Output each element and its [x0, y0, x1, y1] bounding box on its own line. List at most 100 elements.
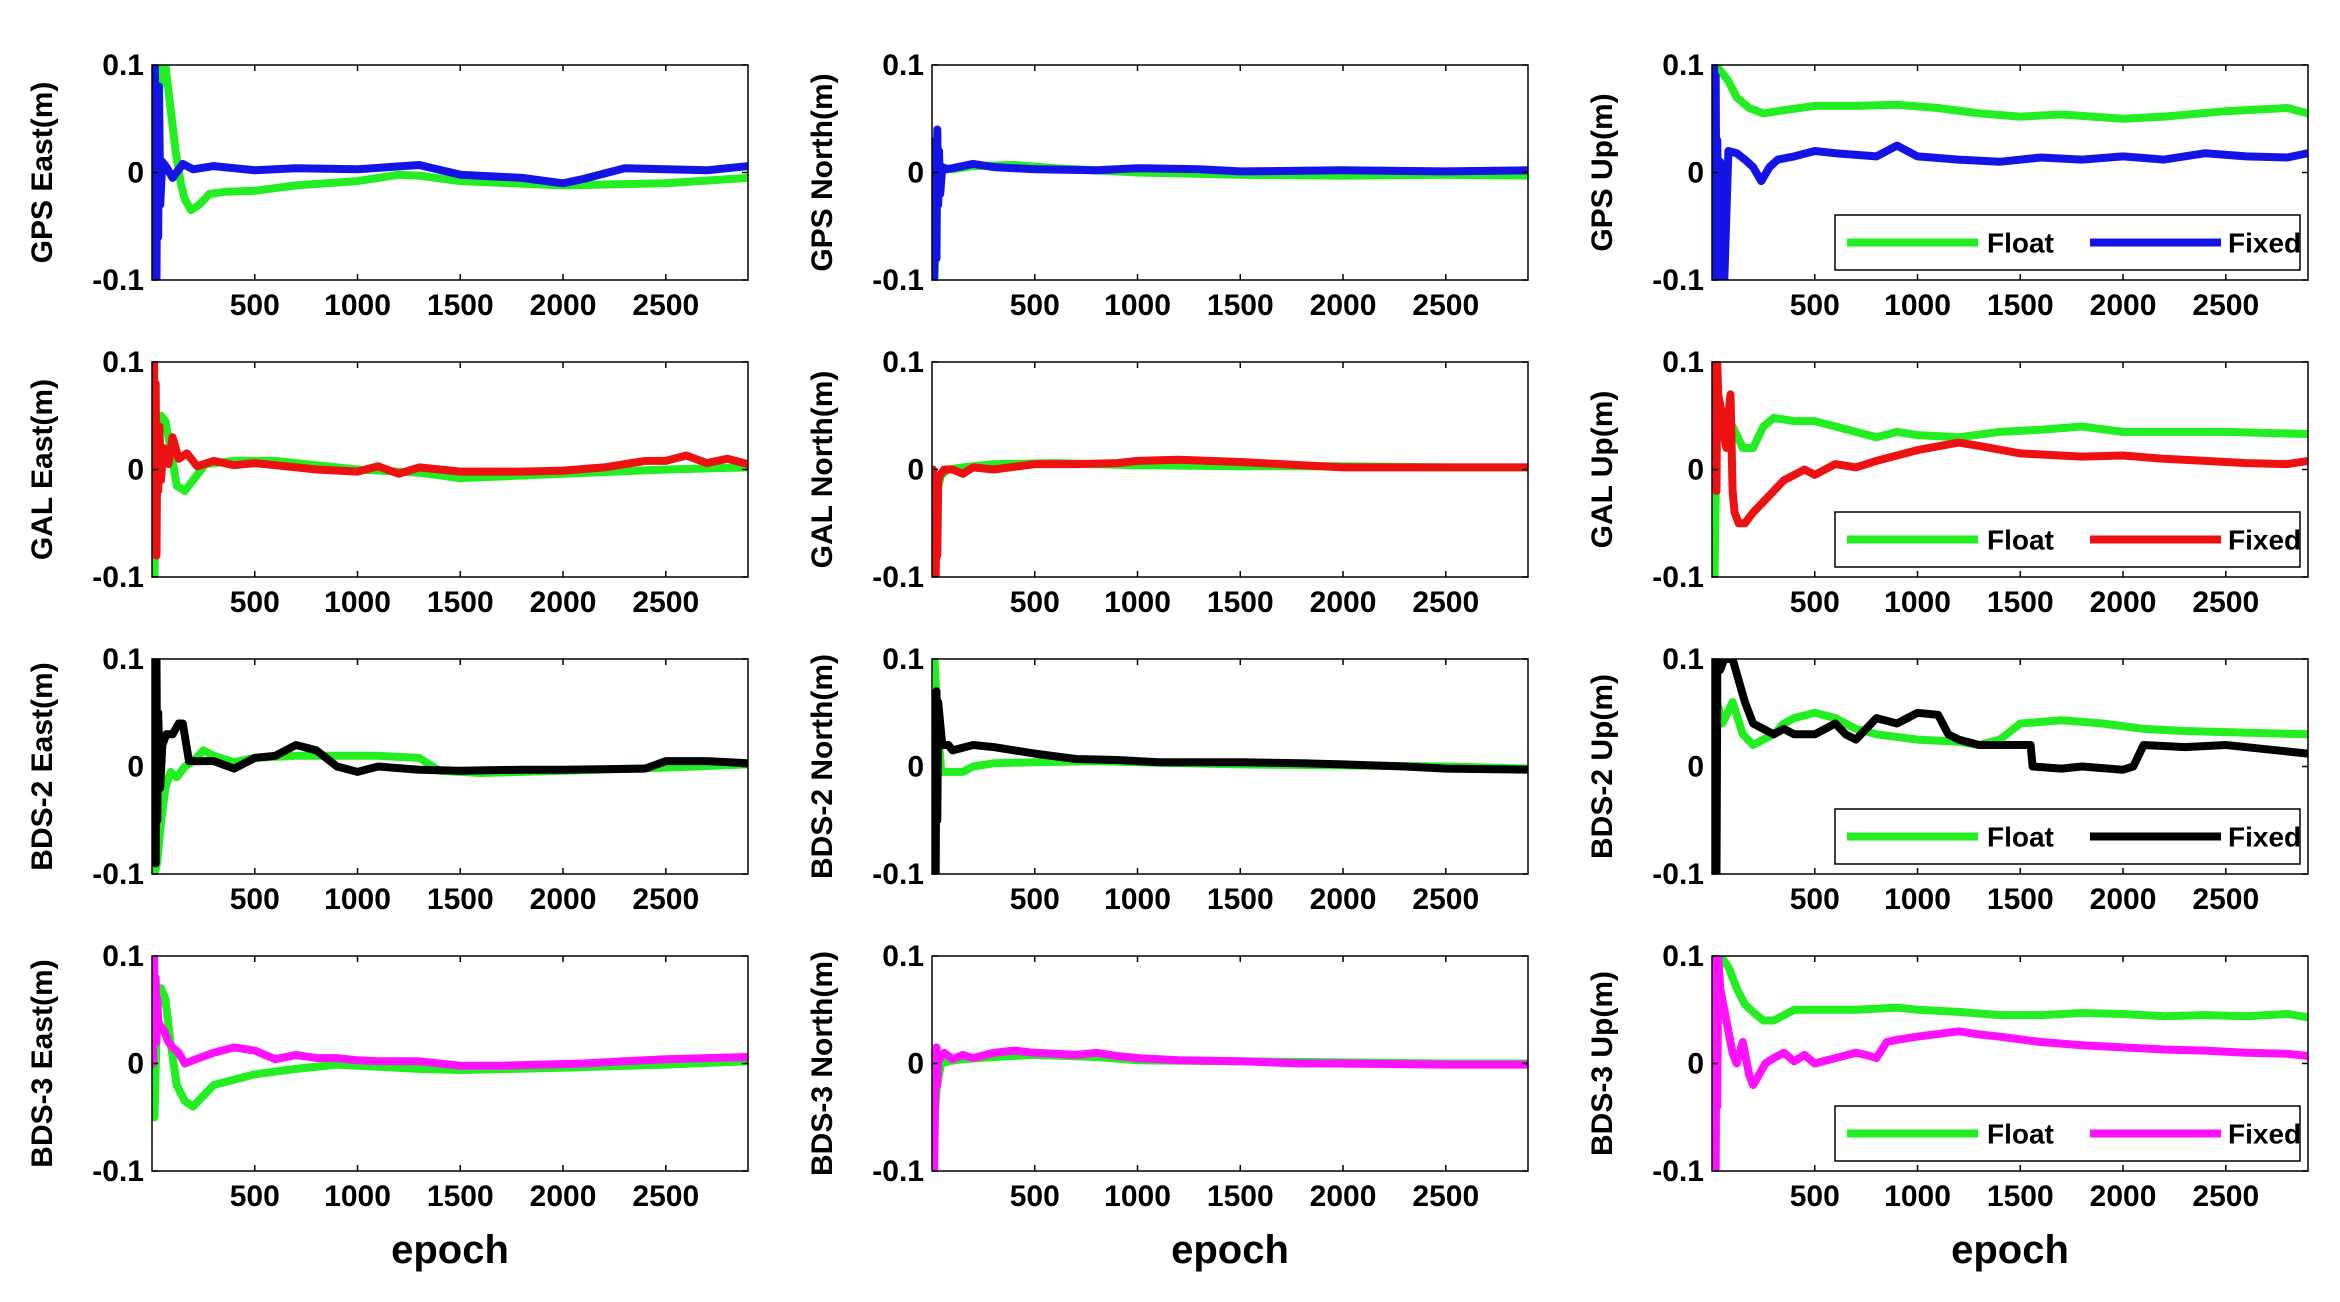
x-tick-label: 2500: [632, 586, 699, 619]
x-tick-label: 2000: [530, 289, 597, 322]
panel-gps-1: 500 1000 1500 2000 2500 -0.1 0 0.1 GPS North(m): [806, 49, 1529, 322]
y-tick-label: 0.1: [1662, 49, 1704, 82]
x-tick-label: 500: [1010, 1180, 1060, 1213]
panel-bds-3-2: 500 1000 1500 2000 2500 -0.1 0 0.1 BDS-3 Up(m) ep…: [1586, 940, 2309, 1272]
x-tick-label: 2000: [530, 586, 597, 619]
fixed-series-line: [152, 65, 748, 280]
x-tick-label: 500: [1790, 883, 1840, 916]
y-axis-label: BDS-3 North(m): [806, 951, 839, 1176]
panel-bds-2-2: 500 1000 1500 2000 2500 -0.1 0 0.1 BDS-2 Up(m) Fl…: [1586, 643, 2309, 916]
x-tick-label: 1500: [1207, 289, 1274, 322]
y-axis-label: GAL North(m): [806, 371, 839, 569]
x-tick-label: 2500: [1412, 586, 1479, 619]
y-tick-label: 0.1: [882, 940, 924, 973]
y-tick-label: 0.1: [102, 346, 144, 379]
x-tick-label: 2000: [1310, 1180, 1377, 1213]
y-tick-label: -0.1: [92, 1155, 144, 1188]
x-tick-label: 2000: [2090, 289, 2157, 322]
x-tick-label: 1500: [427, 586, 494, 619]
y-tick-label: -0.1: [1652, 264, 1704, 297]
legend: Float Fixed: [1834, 1105, 2301, 1162]
x-tick-label: 2500: [632, 289, 699, 322]
x-tick-label: 500: [1010, 289, 1060, 322]
y-tick-label: 0.1: [1662, 940, 1704, 973]
y-tick-label: -0.1: [872, 264, 924, 297]
y-axis-label: BDS-3 Up(m): [1586, 971, 1619, 1156]
y-tick-label: 0: [1687, 751, 1704, 784]
x-tick-label: 2000: [530, 1180, 597, 1213]
y-tick-label: 0.1: [882, 346, 924, 379]
legend-fixed-label: Fixed: [2228, 1119, 2301, 1150]
x-tick-label: 500: [230, 289, 280, 322]
legend-fixed-label: Fixed: [2228, 228, 2301, 259]
x-tick-label: 1000: [324, 883, 391, 916]
fixed-series-line: [152, 362, 748, 560]
x-tick-label: 2500: [2192, 1180, 2259, 1213]
x-tick-label: 1500: [427, 289, 494, 322]
legend-float-label: Float: [1987, 1119, 2054, 1150]
legend: Float Fixed: [1834, 511, 2301, 568]
y-axis-label: GPS Up(m): [1586, 93, 1619, 251]
y-tick-label: 0: [907, 751, 924, 784]
fixed-series-line: [932, 687, 1528, 874]
legend-fixed-label: Fixed: [2228, 525, 2301, 556]
x-tick-label: 1000: [324, 586, 391, 619]
x-tick-label: 2500: [2192, 586, 2259, 619]
y-tick-label: -0.1: [92, 264, 144, 297]
y-axis-label: BDS-2 East(m): [26, 662, 59, 870]
x-tick-label: 2000: [530, 883, 597, 916]
y-tick-label: 0.1: [1662, 643, 1704, 676]
x-tick-label: 1000: [324, 289, 391, 322]
x-tick-label: 2500: [1412, 289, 1479, 322]
x-tick-label: 1000: [1884, 586, 1951, 619]
legend-float-label: Float: [1987, 228, 2054, 259]
float-series-line: [1712, 698, 2308, 874]
y-tick-label: 0: [127, 454, 144, 487]
legend-float-label: Float: [1987, 525, 2054, 556]
panel-gal-0: 500 1000 1500 2000 2500 -0.1 0 0.1 GAL East(m): [26, 346, 749, 619]
panel-gal-1: 500 1000 1500 2000 2500 -0.1 0 0.1 GAL North(m): [806, 346, 1529, 619]
y-tick-label: -0.1: [872, 858, 924, 891]
x-tick-label: 1000: [1104, 1180, 1171, 1213]
x-tick-label: 500: [230, 586, 280, 619]
x-tick-label: 1500: [1987, 883, 2054, 916]
x-tick-label: 500: [1790, 586, 1840, 619]
x-tick-label: 1500: [1987, 289, 2054, 322]
fixed-series-line: [152, 956, 748, 1070]
panel-bds-3-0: 500 1000 1500 2000 2500 -0.1 0 0.1 BDS-3 East(m)…: [26, 940, 749, 1272]
x-tick-label: 2000: [2090, 883, 2157, 916]
y-tick-label: 0.1: [102, 643, 144, 676]
float-series-line: [152, 984, 748, 1122]
panel-bds-3-1: 500 1000 1500 2000 2500 -0.1 0 0.1 BDS-3 North(m…: [806, 940, 1529, 1272]
panel-gps-0: 500 1000 1500 2000 2500 -0.1 0 0.1 GPS East(m): [26, 49, 749, 322]
y-axis-label: GAL Up(m): [1586, 391, 1619, 549]
x-tick-label: 500: [230, 883, 280, 916]
x-tick-label: 1500: [1207, 586, 1274, 619]
y-tick-label: 0.1: [882, 643, 924, 676]
float-series-line: [1712, 65, 2308, 123]
y-tick-label: 0: [907, 454, 924, 487]
y-tick-label: 0: [1687, 157, 1704, 190]
fixed-series-line: [1712, 659, 2308, 874]
x-tick-label: 1500: [427, 883, 494, 916]
y-tick-label: -0.1: [872, 561, 924, 594]
x-tick-label: 1500: [427, 1180, 494, 1213]
x-tick-label: 500: [230, 1180, 280, 1213]
y-axis-label: GPS East(m): [26, 82, 59, 264]
legend-box: [1834, 214, 2301, 271]
panel-bds-2-0: 500 1000 1500 2000 2500 -0.1 0 0.1 BDS-2 East(m): [26, 643, 749, 916]
y-axis-label: BDS-3 East(m): [26, 959, 59, 1167]
y-tick-label: 0: [907, 1048, 924, 1081]
y-axis-label: GAL East(m): [26, 379, 59, 560]
x-tick-label: 1000: [1104, 586, 1171, 619]
y-axis-label: GPS North(m): [806, 73, 839, 271]
y-axis-label: BDS-2 Up(m): [1586, 674, 1619, 859]
x-tick-label: 1000: [1884, 289, 1951, 322]
y-tick-label: 0.1: [102, 49, 144, 82]
y-tick-label: 0: [907, 157, 924, 190]
x-axis-label: epoch: [1951, 1228, 2069, 1272]
fixed-series-line: [932, 455, 1528, 577]
x-axis-label: epoch: [391, 1228, 509, 1272]
x-tick-label: 1000: [324, 1180, 391, 1213]
